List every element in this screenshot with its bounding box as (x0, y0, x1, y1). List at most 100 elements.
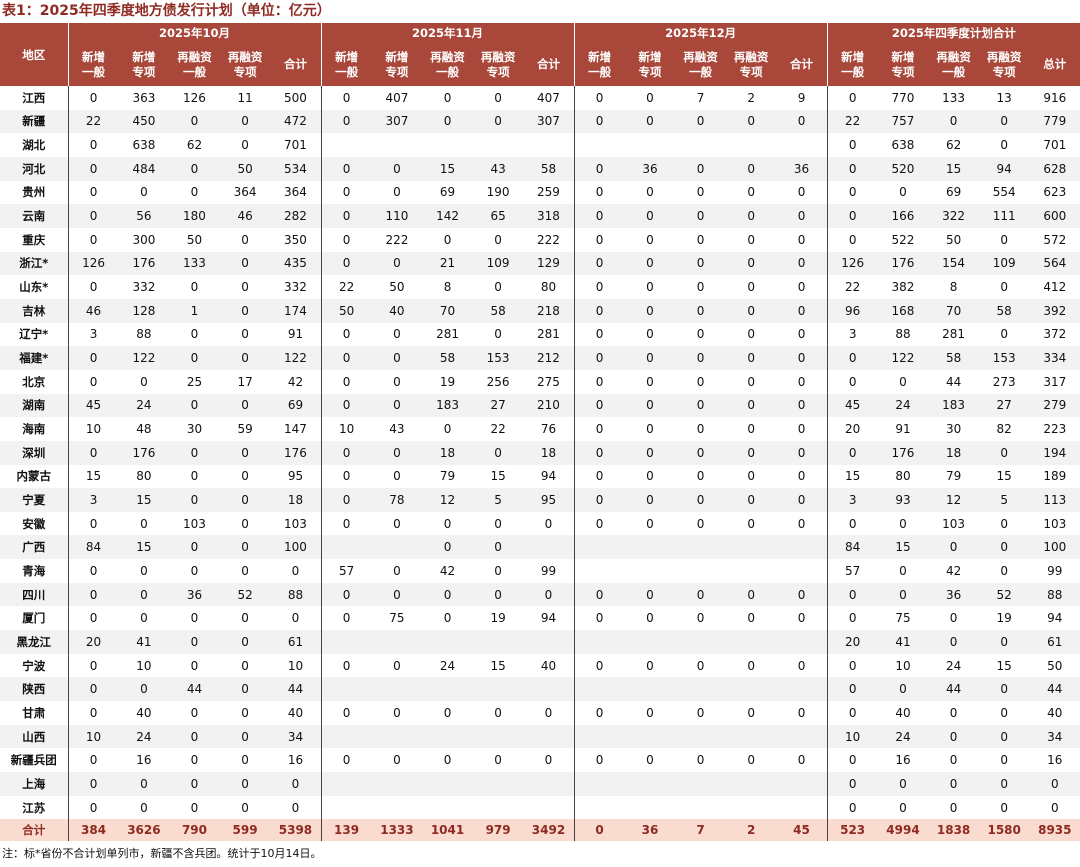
value-cell: 0 (393, 753, 401, 768)
value-cell: 2 (725, 819, 777, 842)
value-cell: 40 (136, 705, 152, 720)
value-cell: 0 (826, 677, 878, 702)
value-cell: 88 (895, 327, 911, 342)
value-cell: 407 (537, 90, 560, 105)
value-cell: 0 (696, 232, 705, 247)
value-cell: 0 (696, 185, 705, 200)
value-cell: 0 (544, 753, 553, 768)
table-row: 内蒙古 15 80 0 0 95 0 0 79 15 94 0 0 0 0 0 15 80 79 15 189 (0, 464, 1080, 489)
value-cell: 500 (284, 90, 307, 105)
column-header-line: 专项 (891, 64, 915, 79)
column-header-line: 一般 (335, 64, 359, 79)
value-cell (320, 535, 372, 560)
value-cell: 75 (389, 611, 405, 626)
value-cell: 0 (393, 469, 401, 484)
value-cell: 0 (797, 185, 806, 200)
region-cell: 厦门 (22, 611, 46, 626)
value-cell: 27 (472, 393, 524, 418)
value-cell: 0 (241, 800, 249, 815)
value-cell: 45 (776, 819, 828, 842)
value-cell: 0 (646, 705, 654, 720)
value-cell: 50 (389, 280, 405, 295)
value-cell: 0 (646, 658, 654, 673)
value-cell: 0 (747, 374, 755, 389)
value-cell: 0 (696, 611, 705, 626)
value-cell: 0 (573, 748, 625, 773)
value-cell: 56 (118, 204, 170, 228)
value-cell (320, 724, 372, 749)
value-cell: 0 (826, 227, 878, 252)
value-cell: 0 (140, 611, 148, 626)
value-cell: 384 (67, 819, 119, 842)
value-cell: 84 (67, 535, 119, 560)
value-cell: 4994 (877, 819, 929, 842)
value-cell: 9 (797, 90, 806, 105)
value-cell: 0 (320, 251, 372, 276)
column-header-line: 新增 (841, 49, 865, 64)
value-cell: 0 (241, 705, 249, 720)
value-cell: 111 (978, 204, 1030, 228)
value-cell (726, 559, 777, 583)
value-cell: 0 (797, 753, 806, 768)
value-cell: 472 (270, 109, 322, 134)
value-cell: 0 (928, 535, 979, 560)
value-cell: 15 (826, 464, 878, 489)
value-cell: 36 (776, 156, 828, 181)
value-cell: 0 (978, 630, 1030, 654)
value-cell: 16 (895, 753, 911, 768)
value-cell: 0 (776, 251, 828, 276)
value-cell: 91 (287, 327, 304, 342)
value-cell (422, 133, 473, 157)
value-cell: 79 (945, 469, 962, 484)
value-cell: 24 (877, 393, 929, 418)
value-cell: 0 (725, 156, 777, 181)
column-header-line: 一般 (436, 64, 460, 79)
value-cell: 484 (118, 156, 170, 181)
value-cell: 0 (219, 346, 271, 370)
value-cell: 190 (486, 185, 510, 200)
value-cell: 0 (573, 180, 625, 205)
column-header-line: 合计 (283, 57, 307, 71)
value-cell: 22 (490, 422, 506, 437)
value-cell: 0 (696, 658, 705, 673)
value-cell: 103 (1043, 516, 1067, 531)
value-cell: 0 (949, 705, 958, 720)
value-cell: 0 (675, 440, 726, 465)
value-cell: 0 (928, 724, 979, 749)
table-row: 新疆 22 450 0 0 472 0 307 0 0 307 0 0 0 0 0 22 757 0 0 779 (0, 109, 1080, 134)
value-cell: 16 (287, 753, 304, 768)
value-cell: 259 (537, 185, 560, 200)
value-cell: 1580 (978, 819, 1030, 842)
region-cell: 吉林 (0, 298, 68, 323)
value-cell (675, 535, 726, 560)
value-cell: 36 (169, 582, 220, 607)
value-cell: 0 (573, 204, 625, 228)
value-cell: 0 (725, 251, 777, 276)
value-cell: 0 (747, 280, 755, 295)
value-cell: 757 (877, 109, 929, 134)
table-row: 陕西 0 0 44 0 44 0 0 44 0 44 (0, 677, 1080, 702)
column-header-line: 一般 (182, 64, 206, 79)
value-cell: 0 (371, 251, 423, 276)
value-cell (523, 724, 575, 749)
value-cell: 0 (675, 346, 726, 370)
value-cell (726, 796, 777, 820)
region-cell: 上海 (0, 772, 68, 796)
table-row: 宁波 0 10 0 0 10 0 0 24 15 40 0 0 0 0 0 0 10 24 15 50 (0, 653, 1080, 678)
value-cell: 100 (270, 535, 322, 560)
value-cell: 5398 (270, 819, 322, 842)
value-cell: 22 (826, 275, 878, 299)
value-cell: 76 (540, 422, 557, 437)
region-cell: 贵州 (22, 185, 46, 200)
value-cell: 0 (190, 185, 199, 200)
value-cell: 0 (928, 772, 979, 796)
value-cell: 80 (540, 280, 557, 295)
value-cell (675, 796, 726, 820)
value-cell: 41 (877, 630, 929, 654)
region-cell: 浙江* (0, 251, 68, 276)
value-cell: 40 (540, 658, 557, 673)
value-cell: 0 (371, 440, 423, 465)
value-cell: 0 (797, 374, 806, 389)
region-cell: 宁夏 (0, 488, 68, 512)
value-cell: 0 (899, 800, 907, 815)
